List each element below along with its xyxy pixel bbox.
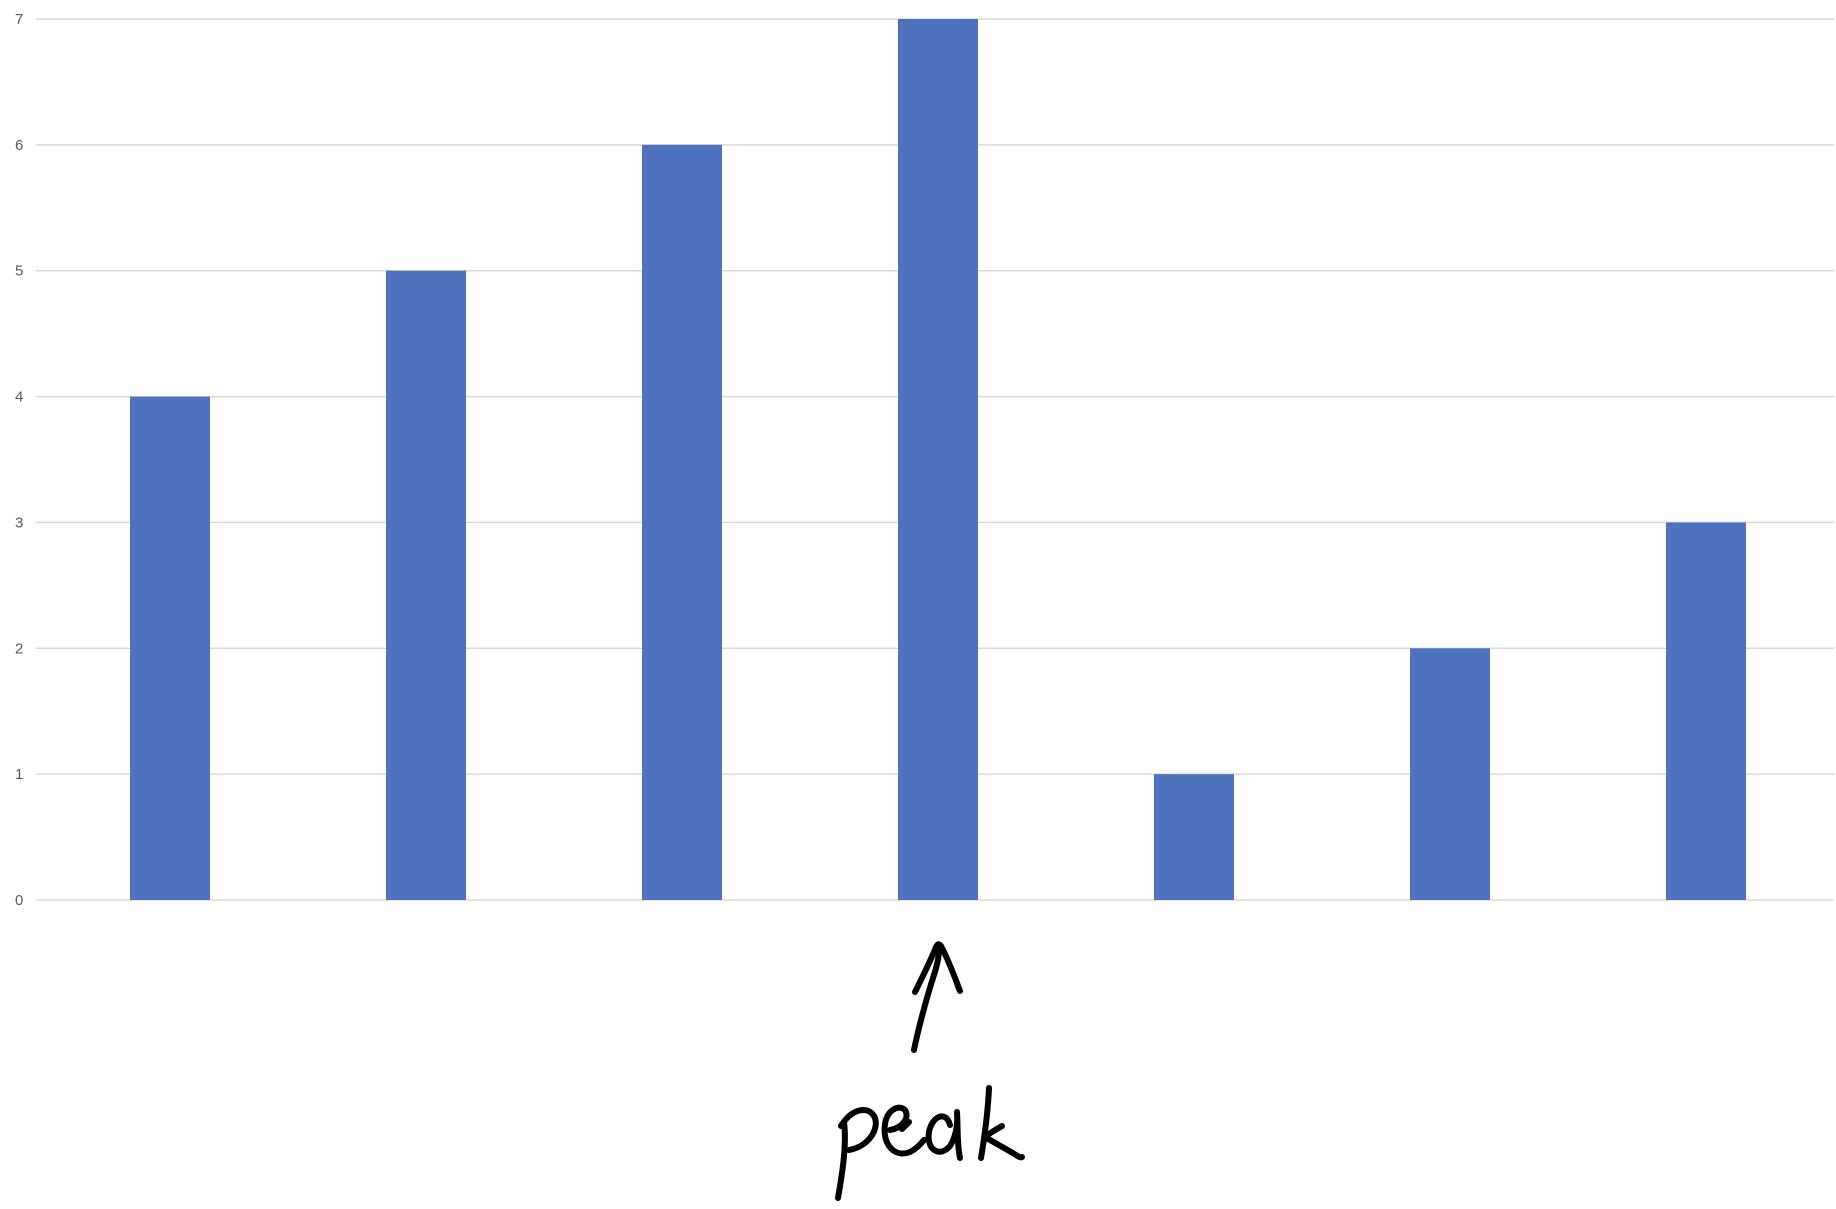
- y-tick-label: 7: [15, 11, 23, 28]
- y-axis-tick-labels: 0 1 2 3 4 5 6 7: [15, 11, 23, 909]
- y-tick-label: 5: [15, 263, 23, 280]
- y-tick-label: 2: [15, 640, 23, 657]
- peak-arrow-shaft: [911, 947, 942, 1053]
- y-tick-label: 6: [15, 137, 23, 154]
- bar-3: [642, 144, 722, 900]
- peak-arrow-head: [912, 941, 963, 995]
- peak-annotation: [835, 941, 1025, 1201]
- bar-7: [1666, 522, 1746, 900]
- y-tick-label: 1: [15, 766, 23, 783]
- bar-4: [898, 19, 978, 900]
- bar-5: [1154, 774, 1234, 900]
- y-tick-label: 4: [15, 389, 23, 406]
- peak-handwritten-label: [835, 1085, 1025, 1201]
- bar-6: [1410, 648, 1490, 900]
- y-tick-label: 3: [15, 514, 23, 531]
- bar-2: [386, 270, 466, 900]
- bars: [130, 19, 1746, 900]
- y-tick-label: 0: [15, 892, 23, 909]
- bar-1: [130, 396, 210, 900]
